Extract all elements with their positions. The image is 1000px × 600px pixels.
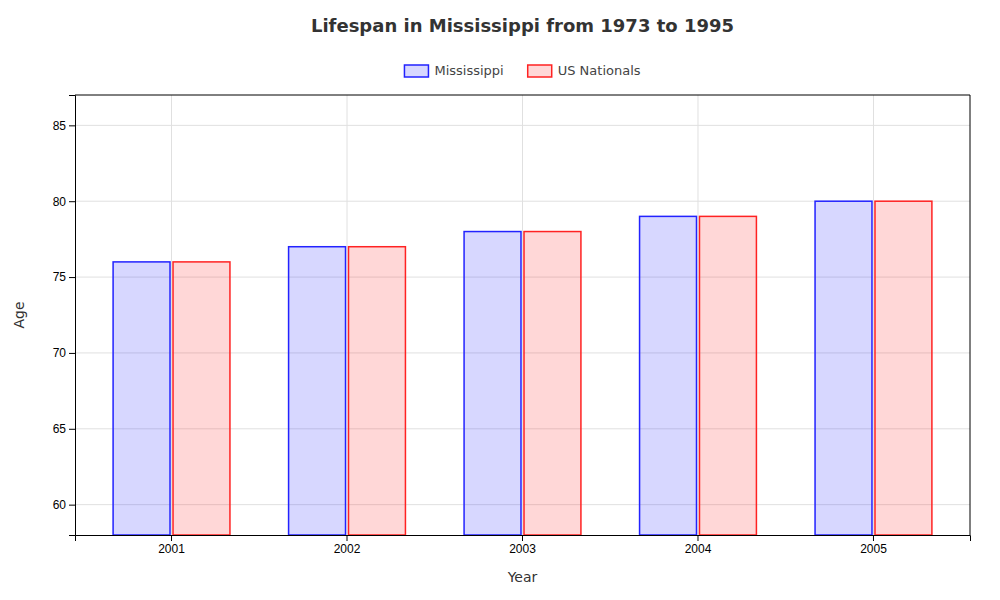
grid-line bbox=[171, 95, 172, 535]
tick: 2001 bbox=[158, 535, 185, 556]
bar bbox=[173, 262, 230, 535]
tick-label: 2003 bbox=[509, 542, 536, 556]
tick-mark bbox=[69, 429, 75, 430]
legend: Mississippi US Nationals bbox=[404, 63, 640, 78]
frame bbox=[970, 95, 971, 535]
tick: 2004 bbox=[685, 535, 712, 556]
legend-item: Mississippi bbox=[404, 63, 503, 78]
axis-line bbox=[76, 536, 971, 542]
tick: 2002 bbox=[334, 535, 361, 556]
tick: 85 bbox=[53, 119, 75, 133]
axis-line bbox=[69, 96, 76, 536]
tick-label: 80 bbox=[53, 195, 67, 209]
tick-mark bbox=[171, 535, 172, 541]
tick-mark bbox=[69, 125, 75, 126]
bar-series bbox=[173, 201, 932, 535]
legend-swatch bbox=[404, 65, 428, 77]
tick: 80 bbox=[53, 195, 75, 209]
y-axis: 60 65 70 75 80 85 bbox=[53, 96, 76, 536]
frame bbox=[75, 95, 970, 96]
bar-series bbox=[113, 201, 872, 535]
tick-label: 85 bbox=[53, 119, 67, 133]
bar bbox=[464, 232, 521, 535]
bar bbox=[113, 262, 170, 535]
bar bbox=[640, 216, 697, 535]
tick: 65 bbox=[53, 422, 75, 436]
legend-label: Mississippi bbox=[434, 63, 503, 78]
plot: 2001 2002 2003 2004 2005 60 65 70 75 80 85 bbox=[53, 95, 971, 556]
grid-line bbox=[347, 95, 348, 535]
tick-mark bbox=[69, 201, 75, 202]
bars bbox=[113, 201, 932, 535]
tick: 60 bbox=[53, 498, 75, 512]
bar bbox=[875, 201, 932, 535]
tick: 70 bbox=[53, 346, 75, 360]
x-axis-label: Year bbox=[507, 569, 538, 585]
tick-label: 75 bbox=[53, 270, 67, 284]
tick-label: 2002 bbox=[334, 542, 361, 556]
bar bbox=[289, 247, 346, 535]
legend-swatch bbox=[528, 65, 552, 77]
x-axis: 2001 2002 2003 2004 2005 bbox=[76, 535, 971, 556]
legend-label: US Nationals bbox=[558, 63, 641, 78]
title: Lifespan in Mississippi from 1973 to 199… bbox=[311, 15, 734, 36]
tick-label: 65 bbox=[53, 422, 67, 436]
tick-mark bbox=[873, 535, 874, 541]
bar bbox=[524, 232, 581, 535]
tick-label: 70 bbox=[53, 346, 67, 360]
tick: 2003 bbox=[509, 535, 536, 556]
tick: 75 bbox=[53, 270, 75, 284]
bar bbox=[699, 216, 756, 535]
tick-mark bbox=[69, 353, 75, 354]
grid-line bbox=[873, 95, 874, 535]
grid bbox=[75, 95, 970, 535]
bar bbox=[815, 201, 872, 535]
grid-line bbox=[697, 95, 698, 535]
bar bbox=[349, 247, 406, 535]
tick-label: 2005 bbox=[860, 542, 887, 556]
tick-mark bbox=[522, 535, 523, 541]
chart: 2001 2002 2003 2004 2005 60 65 70 75 80 85 Lifespan… bbox=[0, 0, 1000, 600]
tick-mark bbox=[347, 535, 348, 541]
tick-label: 2001 bbox=[158, 542, 185, 556]
y-axis-label: Age bbox=[11, 301, 27, 328]
grid-line bbox=[522, 95, 523, 535]
tick-mark bbox=[697, 535, 698, 541]
tick-mark bbox=[69, 277, 75, 278]
tick-mark bbox=[69, 505, 75, 506]
tick: 2005 bbox=[860, 535, 887, 556]
tick-label: 2004 bbox=[685, 542, 712, 556]
tick-label: 60 bbox=[53, 498, 67, 512]
legend-item: US Nationals bbox=[528, 63, 641, 78]
